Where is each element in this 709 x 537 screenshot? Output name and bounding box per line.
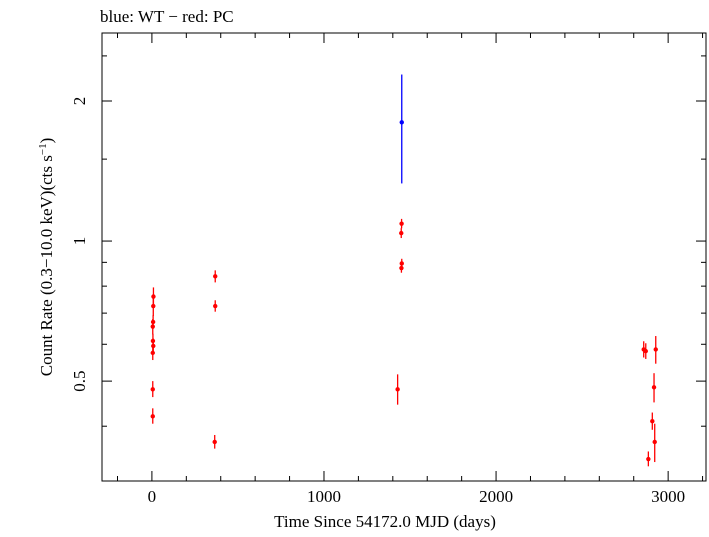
data-point bbox=[213, 303, 218, 309]
x-tick-label: 0 bbox=[148, 487, 157, 506]
x-tick-label: 3000 bbox=[651, 487, 685, 506]
y-tick-label: 2 bbox=[70, 97, 89, 106]
chart-title: blue: WT − red: PC bbox=[100, 7, 234, 26]
axis-ticks: 0 1000 2000 3000 0.5 1 2 bbox=[70, 33, 706, 506]
plot-frame bbox=[101, 32, 707, 482]
x-tick-label: 2000 bbox=[479, 487, 513, 506]
data-point bbox=[399, 221, 404, 226]
data-point bbox=[212, 439, 217, 445]
y-axis-label: Count Rate (0.3−10.0 keV)(cts s−1) bbox=[37, 138, 56, 377]
data-point bbox=[399, 120, 404, 125]
y-axis-label-close: ) bbox=[37, 138, 56, 144]
y-tick-label: 1 bbox=[70, 237, 89, 246]
data-point bbox=[653, 347, 658, 352]
data-points bbox=[150, 74, 658, 467]
x-axis-label: Time Since 54172.0 MJD (days) bbox=[274, 512, 496, 531]
data-point bbox=[652, 439, 657, 445]
x-tick-label: 1000 bbox=[307, 487, 341, 506]
y-axis-label-exponent: −1 bbox=[37, 143, 49, 155]
data-point bbox=[150, 387, 155, 392]
y-tick-label: 0.5 bbox=[70, 370, 89, 391]
data-point bbox=[213, 274, 218, 279]
data-point bbox=[399, 261, 404, 266]
data-point bbox=[643, 348, 648, 354]
data-point bbox=[150, 319, 156, 325]
data-point bbox=[646, 456, 651, 462]
data-point bbox=[399, 230, 404, 236]
data-point bbox=[650, 419, 655, 424]
data-point bbox=[150, 338, 156, 344]
y-axis-label-main: Count Rate (0.3−10.0 keV)(cts s bbox=[37, 155, 56, 376]
data-point bbox=[151, 294, 156, 299]
data-point bbox=[395, 387, 400, 392]
data-point bbox=[150, 414, 155, 419]
data-point bbox=[651, 385, 657, 390]
